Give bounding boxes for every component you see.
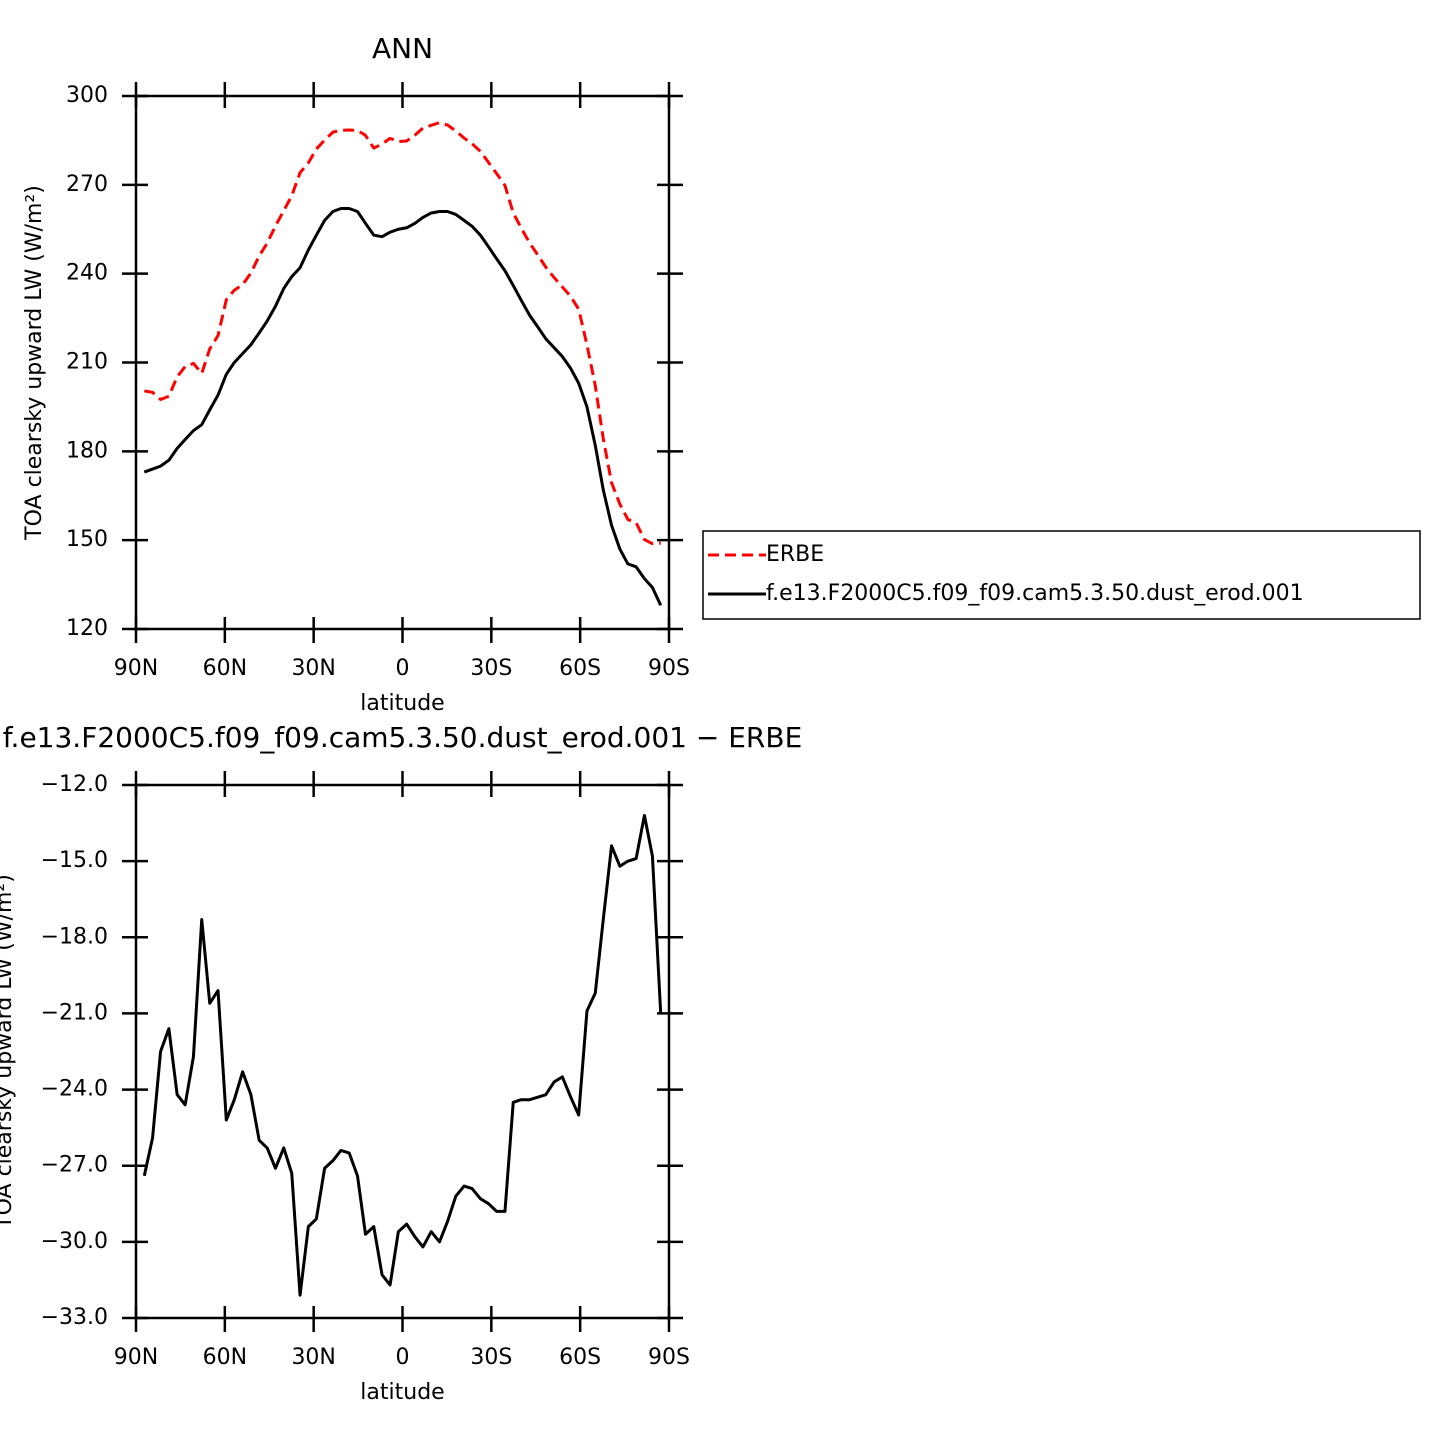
legend-label: ERBE [766,542,824,567]
y-tick-label: −27.0 [41,1153,108,1178]
x-tick-label: 60N [203,1345,247,1370]
y-tick-label: −12.0 [41,772,108,797]
x-tick-label: 90S [648,656,690,681]
y-tick-label: 120 [66,616,108,641]
x-tick-label: 90N [114,656,158,681]
x-tick-label: 90N [114,1345,158,1370]
x-tick-label: 30N [291,656,335,681]
chart-title: ANN [372,32,433,65]
y-tick-label: −30.0 [41,1229,108,1254]
y-tick-label: −24.0 [41,1077,108,1102]
data-line [143,207,663,606]
y-tick-label: 270 [66,172,108,197]
y-tick-label: −21.0 [41,1000,108,1025]
x-tick-label: 60S [559,1345,601,1370]
x-tick-label: 60S [559,656,601,681]
chart-title: f.e13.F2000C5.f09_f09.cam5.3.50.dust_ero… [3,721,803,754]
y-tick-label: −15.0 [41,848,108,873]
x-tick-label: 30N [291,1345,335,1370]
y-axis-label: TOA clearsky upward LW (W/m²) [22,185,47,541]
x-tick-label: 0 [396,1345,410,1370]
y-tick-label: 300 [66,83,108,108]
x-tick-label: 30S [470,656,512,681]
y-tick-label: −33.0 [41,1305,108,1330]
data-line [144,121,661,546]
x-tick-label: 30S [470,1345,512,1370]
legend-label: f.e13.F2000C5.f09_f09.cam5.3.50.dust_ero… [766,581,1304,606]
y-tick-label: 150 [66,527,108,552]
x-tick-label: 60N [203,656,247,681]
y-tick-label: 180 [66,438,108,463]
y-tick-label: −18.0 [41,924,108,949]
x-axis-label: latitude [360,1380,444,1405]
data-line [142,813,663,1297]
y-tick-label: 210 [66,350,108,375]
y-axis-label: TOA clearsky upward LW (W/m²) [0,874,17,1230]
x-tick-label: 0 [396,656,410,681]
legend-box [702,530,1421,620]
y-tick-label: 240 [66,261,108,286]
x-tick-label: 90S [648,1345,690,1370]
x-axis-label: latitude [360,691,444,716]
